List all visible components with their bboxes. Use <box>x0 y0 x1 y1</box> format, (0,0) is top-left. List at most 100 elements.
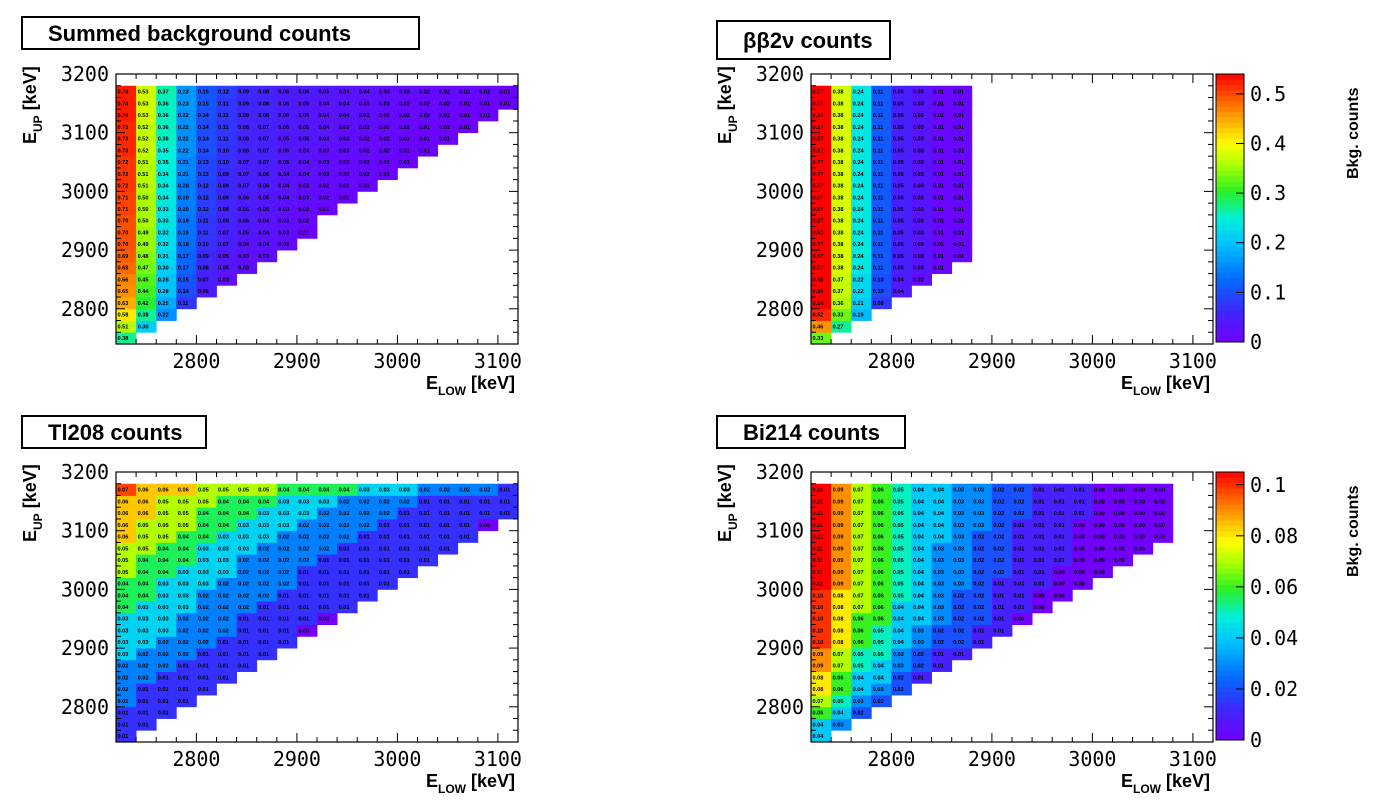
cell-value-label: 0.05 <box>118 570 129 576</box>
cell-value-label: 0.01 <box>913 675 924 681</box>
heatmap-cell <box>831 565 852 579</box>
cell-value-label: 0.02 <box>873 699 884 705</box>
cell-value-label: 0.05 <box>893 488 904 494</box>
heatmap-cell <box>851 695 872 708</box>
cell-value-label: 0.22 <box>178 113 189 119</box>
cell-value-label: 0.04 <box>933 523 945 529</box>
cell-value-label: 0.05 <box>893 125 904 131</box>
heatmap-cell <box>951 648 973 661</box>
cell-value-label: 0.03 <box>893 664 904 670</box>
heatmap-cell <box>196 495 217 508</box>
cell-value-label: 0.00 <box>1134 488 1145 494</box>
cell-value-label: 0.12 <box>218 90 229 96</box>
cell-value-label: 0.74 <box>118 101 130 107</box>
cell-value-label: 0.03 <box>118 628 129 634</box>
cell-value-label: 0.07 <box>853 570 864 576</box>
heatmap-cell <box>216 97 237 110</box>
cell-value-label: 0.05 <box>893 90 904 96</box>
cell-value-label: 0.01 <box>198 652 209 658</box>
cell-value-label: 0.17 <box>178 254 189 260</box>
heatmap-cell <box>156 167 177 181</box>
heatmap-cell <box>871 624 892 637</box>
cell-value-label: 0.02 <box>379 113 390 119</box>
heatmap-cell <box>1092 542 1113 555</box>
heatmap-cell <box>276 507 298 520</box>
heatmap-cell <box>176 577 197 590</box>
cell-value-label: 0.02 <box>198 640 209 646</box>
cell-value-label: 0.02 <box>953 605 964 611</box>
heatmap-cell <box>811 554 832 567</box>
cell-value-label: 0.07 <box>853 582 864 588</box>
colorbar-band <box>1216 325 1244 332</box>
colorbar-band <box>1216 498 1244 505</box>
cell-value-label: 0.02 <box>118 687 129 693</box>
heatmap-cell <box>337 120 358 134</box>
cell-value-label: 0.34 <box>158 172 170 178</box>
cell-value-label: 0.01 <box>379 582 390 588</box>
cell-value-label: 0.00 <box>1114 546 1125 552</box>
heatmap-cell <box>397 85 418 98</box>
heatmap-cell <box>176 203 197 216</box>
cell-value-label: 0.04 <box>933 535 945 541</box>
heatmap-cell <box>891 179 912 192</box>
heatmap-cell <box>397 120 418 134</box>
cell-value-label: 0.24 <box>853 90 865 96</box>
cell-value-label: 0.02 <box>319 511 330 517</box>
cell-value-label: 0.08 <box>813 675 824 681</box>
y-axis-label: EUP [keV] <box>715 66 740 144</box>
heatmap-cell <box>176 612 197 626</box>
heatmap-cell <box>417 483 438 496</box>
heatmap-cell <box>236 144 258 157</box>
cell-value-label: 0.01 <box>933 184 944 190</box>
heatmap-cell <box>156 285 177 298</box>
cell-value-label: 0.01 <box>298 582 309 588</box>
heatmap-cell <box>337 179 358 192</box>
heatmap-cell <box>116 97 137 110</box>
heatmap-cell <box>337 191 358 204</box>
heatmap-cell <box>1092 554 1113 567</box>
heatmap-cell <box>871 214 892 228</box>
cell-value-label: 0.09 <box>813 652 824 658</box>
cell-value-label: 0.24 <box>853 230 865 236</box>
cell-value-label: 0.03 <box>973 488 984 494</box>
heatmap-cell <box>1092 483 1113 496</box>
colorbar-band <box>1216 504 1244 510</box>
x-tick-label: 3100 <box>474 349 522 373</box>
heatmap-cell <box>296 191 318 204</box>
heatmap-cell <box>377 518 398 532</box>
heatmap-cell <box>236 612 258 626</box>
heatmap-cell <box>811 109 832 122</box>
cell-value-label: 0.06 <box>278 113 289 119</box>
heatmap-cell <box>851 483 872 496</box>
heatmap-cell <box>196 483 217 496</box>
x-tick-label: 2800 <box>172 747 220 771</box>
heatmap-cell <box>116 565 137 579</box>
cell-value-label: 0.04 <box>258 242 270 248</box>
heatmap-cell <box>317 542 338 555</box>
cell-value-label: 0.51 <box>138 160 149 166</box>
cell-value-label: 0.04 <box>218 523 230 529</box>
cell-value-label: 0.02 <box>399 101 410 107</box>
heatmap-cell <box>911 542 932 555</box>
heatmap-cell <box>951 156 973 169</box>
cell-value-label: 0.06 <box>873 582 884 588</box>
heatmap-cell <box>851 261 872 274</box>
heatmap-cell <box>811 97 832 110</box>
heatmap-cell <box>871 695 892 708</box>
heatmap-cell <box>851 636 872 649</box>
heatmap-cell <box>831 85 852 98</box>
cell-value-label: 0.09 <box>833 523 844 529</box>
heatmap-cell <box>1072 530 1093 543</box>
heatmap-cell <box>1012 565 1033 579</box>
colorbar-band <box>1216 595 1244 602</box>
cell-value-label: 0.01 <box>953 101 964 107</box>
cell-value-label: 0.03 <box>913 195 924 201</box>
heatmap-cell <box>156 483 177 496</box>
cell-value-label: 0.02 <box>298 219 309 225</box>
heatmap-cell <box>136 261 157 274</box>
cell-value-label: 0.02 <box>1014 499 1025 505</box>
colorbar-band <box>1216 723 1244 730</box>
cell-value-label: 0.02 <box>359 137 370 143</box>
cell-value-label: 0.01 <box>1034 582 1045 588</box>
heatmap-cell <box>216 659 237 672</box>
